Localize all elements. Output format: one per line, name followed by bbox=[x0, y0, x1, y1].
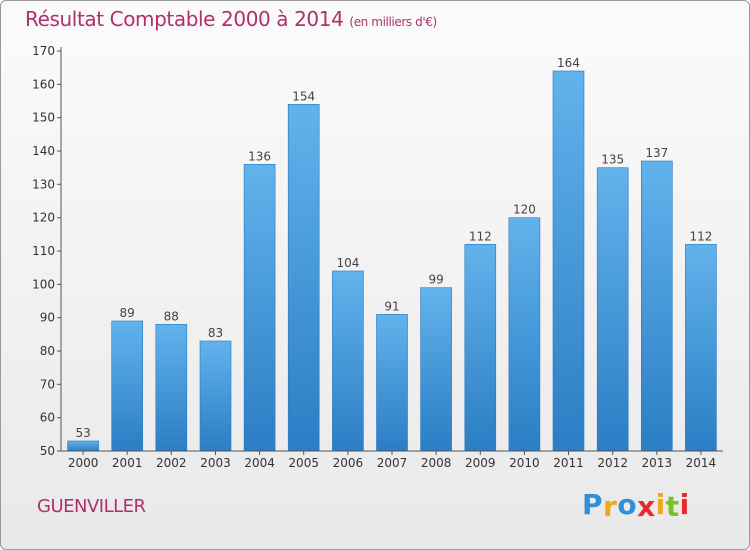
value-label-2007: 91 bbox=[384, 299, 399, 313]
y-tick-label-50: 50 bbox=[40, 444, 55, 458]
value-label-2001: 89 bbox=[120, 306, 135, 320]
x-tick-label-2002: 2002 bbox=[156, 456, 187, 470]
labels-group: 53 2000 89 2001 88 2002 83 2003 136 2004 154 2005 10… bbox=[32, 44, 716, 470]
y-tick-label-170: 170 bbox=[32, 44, 55, 58]
x-tick-label-2009: 2009 bbox=[465, 456, 496, 470]
value-label-2012: 135 bbox=[601, 153, 624, 167]
bar-2011 bbox=[552, 70, 585, 452]
chart-title: Résultat Comptable 2000 à 2014 (en millie… bbox=[25, 7, 437, 31]
bar-2002 bbox=[155, 323, 188, 452]
x-tick-label-2004: 2004 bbox=[244, 456, 275, 470]
y-tick-label-150: 150 bbox=[32, 111, 55, 125]
value-label-2003: 83 bbox=[208, 326, 223, 340]
logo-letter: t bbox=[665, 490, 680, 523]
y-tick-label-60: 60 bbox=[40, 411, 55, 425]
x-tick-label-2000: 2000 bbox=[68, 456, 99, 470]
bar-2005 bbox=[287, 104, 320, 452]
x-tick-label-2005: 2005 bbox=[288, 456, 319, 470]
value-label-2010: 120 bbox=[513, 203, 536, 217]
value-label-2000: 53 bbox=[75, 426, 90, 440]
value-label-2013: 137 bbox=[645, 146, 668, 160]
bar-2000 bbox=[67, 440, 99, 452]
x-tick-label-2012: 2012 bbox=[597, 456, 628, 470]
bar-2012 bbox=[596, 167, 629, 452]
value-label-2008: 99 bbox=[428, 273, 443, 287]
bar-2010 bbox=[508, 217, 541, 452]
y-tick-label-130: 130 bbox=[32, 177, 55, 191]
x-tick-label-2014: 2014 bbox=[686, 456, 717, 470]
y-tick-label-80: 80 bbox=[40, 344, 55, 358]
y-tick-label-110: 110 bbox=[32, 244, 55, 258]
x-tick-label-2007: 2007 bbox=[377, 456, 408, 470]
bar-chart: 53 2000 89 2001 88 2002 83 2003 136 2004 154 2005 10… bbox=[32, 44, 723, 470]
value-label-2009: 112 bbox=[469, 229, 492, 243]
bar-2006 bbox=[332, 270, 364, 452]
axes-group bbox=[57, 47, 723, 455]
x-tick-label-2006: 2006 bbox=[333, 456, 364, 470]
y-tick-label-140: 140 bbox=[32, 144, 55, 158]
value-label-2006: 104 bbox=[336, 256, 359, 270]
bar-2008 bbox=[420, 287, 452, 452]
logo-letter: r bbox=[603, 490, 618, 523]
y-tick-label-70: 70 bbox=[40, 377, 55, 391]
value-label-2011: 164 bbox=[557, 56, 580, 70]
bar-2009 bbox=[464, 244, 497, 452]
bars-group bbox=[67, 70, 717, 452]
value-label-2014: 112 bbox=[689, 229, 712, 243]
x-tick-label-2011: 2011 bbox=[553, 456, 584, 470]
value-label-2002: 88 bbox=[164, 309, 179, 323]
y-tick-label-90: 90 bbox=[40, 311, 55, 325]
x-tick-label-2010: 2010 bbox=[509, 456, 540, 470]
x-tick-label-2013: 2013 bbox=[642, 456, 673, 470]
bar-2004 bbox=[243, 164, 276, 452]
logo-letter: P bbox=[582, 488, 604, 521]
y-tick-label-100: 100 bbox=[32, 277, 55, 291]
logo-letter: i bbox=[655, 488, 666, 521]
chart-subtitle: (en milliers d'€) bbox=[349, 15, 437, 29]
bar-2013 bbox=[640, 160, 673, 452]
title-text: Résultat Comptable 2000 à 2014 bbox=[25, 7, 344, 31]
bar-2014 bbox=[685, 244, 717, 452]
value-label-2004: 136 bbox=[248, 149, 271, 163]
bar-2007 bbox=[376, 313, 408, 452]
logo-letter: x bbox=[637, 490, 656, 523]
logo-letter: i bbox=[679, 488, 690, 521]
value-label-2005: 154 bbox=[292, 89, 315, 103]
x-tick-label-2003: 2003 bbox=[200, 456, 231, 470]
bar-2001 bbox=[111, 320, 143, 452]
x-tick-label-2001: 2001 bbox=[112, 456, 143, 470]
y-tick-label-160: 160 bbox=[32, 77, 55, 91]
y-tick-label-120: 120 bbox=[32, 211, 55, 225]
logo-letter: o bbox=[617, 488, 638, 521]
town-name: GUENVILLER bbox=[37, 496, 146, 517]
bar-2003 bbox=[199, 340, 232, 452]
x-tick-label-2008: 2008 bbox=[421, 456, 452, 470]
proxiti-logo: Proxiti bbox=[582, 488, 690, 523]
